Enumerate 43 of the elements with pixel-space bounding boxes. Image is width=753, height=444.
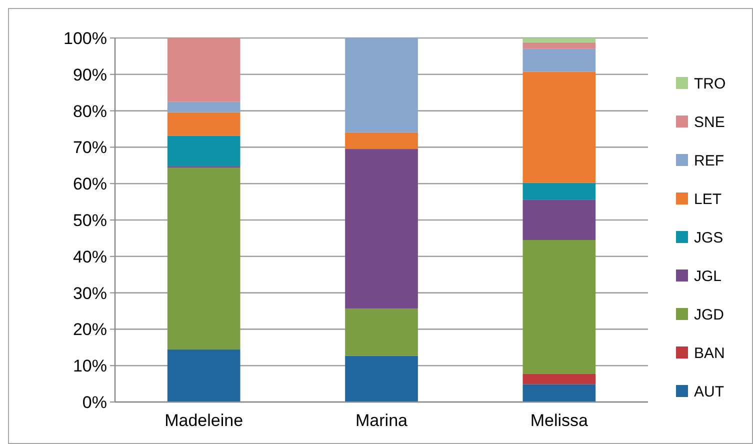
bar xyxy=(345,38,418,132)
legend-label: JGD xyxy=(694,306,724,324)
y-tick-label: 80% xyxy=(72,102,107,121)
y-tick-label: 30% xyxy=(72,284,107,303)
y-tick-label: 100% xyxy=(64,28,107,48)
x-tick-label: Melissa xyxy=(530,411,589,430)
bar xyxy=(167,112,240,136)
legend-label: TRO xyxy=(694,75,726,92)
bar xyxy=(345,132,418,150)
legend-label: REF xyxy=(694,152,724,170)
legend-label: BAN xyxy=(694,344,725,362)
bar xyxy=(345,308,418,356)
bar xyxy=(522,374,596,384)
bar xyxy=(522,42,596,49)
bar xyxy=(167,38,240,102)
y-tick-label: 50% xyxy=(72,210,107,230)
bar xyxy=(167,102,240,112)
legend-label: LET xyxy=(694,190,722,208)
legend-label: SNE xyxy=(694,114,725,131)
bar xyxy=(167,136,240,166)
y-tick-label: 20% xyxy=(72,320,107,340)
bar xyxy=(522,48,596,72)
bar xyxy=(345,356,418,402)
bar xyxy=(522,200,596,240)
x-tick-label: Madeleine xyxy=(164,411,244,430)
bar xyxy=(522,38,596,42)
x-tick-label: Marina xyxy=(356,411,408,430)
y-tick-label: 0% xyxy=(82,392,107,412)
legend-label: AUT xyxy=(694,383,724,400)
y-tick-label: 10% xyxy=(72,356,107,376)
legend-label: JGS xyxy=(694,229,724,246)
y-tick-label: 70% xyxy=(72,138,107,158)
bar xyxy=(167,168,240,350)
bar xyxy=(522,240,596,374)
y-tick-label: 90% xyxy=(72,65,107,84)
bar xyxy=(522,182,596,200)
y-tick-label: 40% xyxy=(72,247,107,266)
legend-label: JGL xyxy=(694,268,722,285)
bar xyxy=(167,349,240,402)
bar xyxy=(345,149,418,308)
bar xyxy=(522,384,596,402)
y-tick-label: 60% xyxy=(72,174,107,194)
bar xyxy=(522,72,596,183)
